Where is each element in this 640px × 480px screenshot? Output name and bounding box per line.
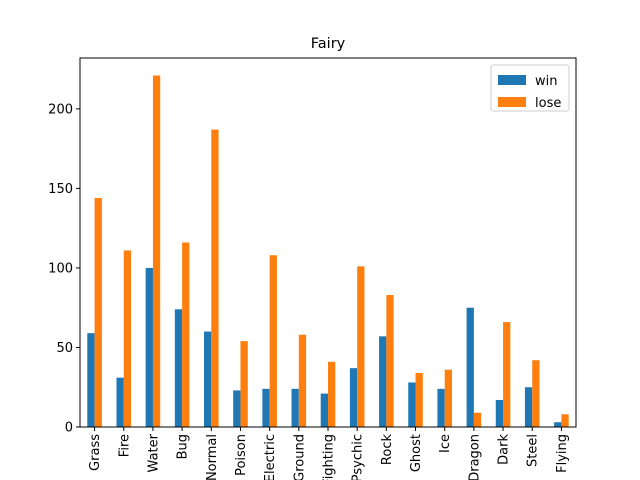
x-tick-label-dragon: Dragon — [467, 434, 482, 480]
bar-win-flying — [554, 422, 562, 427]
bar-win-electric — [262, 388, 270, 427]
bar-win-ground — [291, 388, 299, 427]
x-tick-label-grass: Grass — [88, 434, 103, 471]
bar-lose-dark — [503, 322, 511, 427]
bars-layer — [87, 75, 569, 427]
x-tick-label-flying: Flying — [555, 434, 570, 473]
y-tick-label: 200 — [48, 102, 73, 117]
bar-win-dark — [495, 399, 504, 427]
y-tick-label: 0 — [65, 421, 73, 436]
x-tick-label-normal: Normal — [205, 434, 220, 480]
x-tick-label-psychic: Psychic — [351, 434, 366, 480]
bar-win-ghost — [408, 382, 416, 427]
x-tick-label-steel: Steel — [526, 434, 541, 467]
bar-lose-rock — [386, 294, 394, 427]
x-tick-label-dark: Dark — [497, 434, 512, 465]
bar-lose-flying — [561, 414, 569, 427]
bar-lose-electric — [269, 255, 277, 427]
bar-lose-ghost — [415, 372, 423, 427]
bar-win-bug — [174, 309, 183, 427]
bar-win-steel — [524, 387, 533, 427]
bar-win-dragon — [466, 307, 474, 427]
x-tick-label-ground: Ground — [292, 434, 307, 480]
bar-lose-dragon — [473, 412, 482, 427]
y-tick-label: 100 — [48, 261, 73, 276]
bar-win-grass — [87, 333, 95, 427]
bar-lose-water — [152, 75, 161, 427]
bar-win-fighting — [320, 393, 328, 427]
legend: win lose — [490, 64, 570, 112]
x-tick-label-poison: Poison — [234, 434, 249, 476]
bar-lose-fighting — [328, 361, 336, 427]
bar-lose-steel — [532, 360, 540, 427]
bar-lose-bug — [182, 242, 190, 427]
bar-lose-ground — [298, 334, 307, 427]
bar-lose-psychic — [357, 266, 365, 427]
x-tick-label-fire: Fire — [117, 434, 132, 457]
x-tick-label-fighting: Fighting — [322, 434, 337, 480]
axes-layer: 0 50 100 150 200 Grass Fire Water Bug Normal Poiso… — [48, 57, 577, 480]
x-tick-label-water: Water — [146, 433, 161, 472]
y-tick-label: 50 — [56, 341, 73, 356]
bar-lose-ice — [444, 369, 452, 427]
legend-label-lose: lose — [535, 96, 561, 111]
chart-title: Fairy — [311, 36, 346, 52]
x-tick-label-ghost: Ghost — [409, 434, 424, 472]
bar-win-ice — [437, 388, 445, 427]
bar-win-rock — [379, 336, 387, 427]
x-tick-label-rock: Rock — [380, 434, 395, 466]
legend-swatch-win — [498, 75, 526, 85]
legend-swatch-lose — [498, 97, 526, 107]
x-tick-label-electric: Electric — [263, 434, 278, 480]
bar-lose-normal — [211, 129, 219, 427]
bar-win-water — [145, 267, 153, 427]
y-tick-label: 150 — [48, 182, 73, 197]
x-tick-label-ice: Ice — [438, 434, 453, 453]
bar-win-psychic — [349, 368, 358, 427]
bar-lose-grass — [94, 197, 102, 427]
bar-win-fire — [116, 377, 124, 427]
legend-label-win: win — [535, 74, 557, 89]
bar-win-poison — [233, 390, 241, 427]
x-tick-label-bug: Bug — [176, 434, 191, 459]
bar-win-normal — [204, 331, 212, 427]
bar-lose-fire — [123, 250, 132, 427]
bar-lose-poison — [240, 341, 248, 427]
